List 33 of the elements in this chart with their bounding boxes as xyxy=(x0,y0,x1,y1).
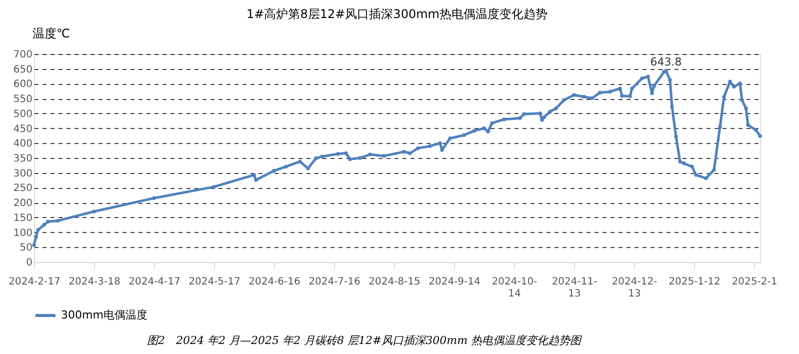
y-tick-label: 650 xyxy=(13,64,32,76)
y-tick-label: 100 xyxy=(13,228,32,239)
y-tick-label: 400 xyxy=(13,138,32,150)
y-tick-label: 550 xyxy=(13,94,32,106)
y-tick-label: 0 xyxy=(26,258,32,268)
y-tick-label: 150 xyxy=(13,212,32,224)
y-tick-label: 50 xyxy=(20,242,32,254)
y-tick-label: 200 xyxy=(13,198,32,210)
x-tick-label: 2024-8-15 xyxy=(368,276,420,288)
y-tick-label: 450 xyxy=(13,124,32,135)
y-axis-title: 温度℃ xyxy=(32,26,70,40)
x-tick-label: 2025-1-12 xyxy=(668,276,720,288)
y-tick-label: 300 xyxy=(13,168,32,180)
x-tick-label: 2024-4-17 xyxy=(128,276,180,288)
x-tick-label: 2024-3-18 xyxy=(68,276,120,288)
x-tick-label: 2024-6-16 xyxy=(248,276,300,288)
x-tick-label: 2024-12-13 xyxy=(612,276,658,300)
x-tick-label: 2024-7-16 xyxy=(308,276,360,288)
y-tick-label: 500 xyxy=(13,108,32,120)
y-tick-label: 700 xyxy=(13,50,32,60)
x-tick-label: 2024-5-17 xyxy=(188,276,240,288)
y-tick-label: 600 xyxy=(13,79,32,90)
y-tick-label: 350 xyxy=(13,154,32,164)
x-tick-label: 2024-11-13 xyxy=(552,276,598,300)
legend-label: 300mm电偶温度 xyxy=(61,308,148,322)
annotation: 643.8 xyxy=(650,56,682,69)
x-tick-label: 2024-2-17 xyxy=(8,276,60,288)
x-tick-label: 2025-2-1 xyxy=(732,276,778,288)
chart-title: 1#高炉第8层12#风口插深300mm热电偶温度变化趋势 xyxy=(246,7,548,21)
x-tick-label: 2024-10-14 xyxy=(492,276,538,300)
caption: 图2 2024 年2 月—2025 年2 月碳砖8 层12#风口插深300mm 热电偶温度变化趋势图 xyxy=(146,334,584,347)
x-tick-label: 2024-9-14 xyxy=(428,276,480,288)
y-tick-label: 250 xyxy=(13,183,32,194)
